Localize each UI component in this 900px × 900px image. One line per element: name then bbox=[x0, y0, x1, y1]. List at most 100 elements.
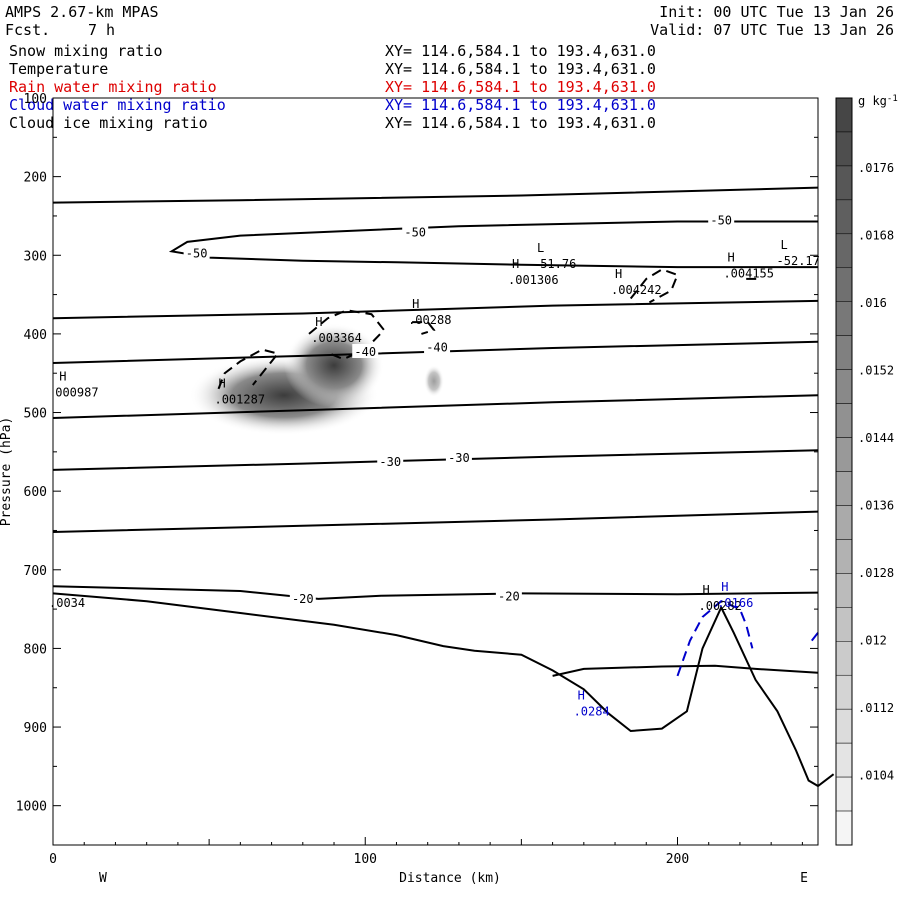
extremum-value: .001287 bbox=[214, 392, 265, 406]
field-xy-range: XY= 114.6,584.1 to 193.4,631.0 bbox=[385, 114, 656, 132]
extremum-value: .004155 bbox=[723, 267, 774, 281]
field-name: Cloud ice mixing ratio bbox=[9, 114, 208, 132]
west-label: W bbox=[99, 871, 107, 886]
extremum-mark: H bbox=[721, 580, 728, 594]
colorbar-cell bbox=[835, 505, 853, 540]
colorbar-label: .0112 bbox=[858, 701, 894, 715]
extremum-mark: H bbox=[315, 315, 322, 329]
colorbar-cell bbox=[835, 369, 853, 404]
extremum-mark: H bbox=[727, 251, 734, 265]
temperature-label-bg bbox=[183, 245, 210, 260]
y-tick-label: 900 bbox=[24, 721, 47, 736]
cloud-ice-contour bbox=[629, 268, 679, 304]
temperature-label: -40 bbox=[426, 340, 448, 354]
temperature-contour bbox=[52, 510, 819, 533]
colorbar-cell bbox=[835, 165, 853, 201]
y-axis-label: Pressure (hPa) bbox=[0, 417, 14, 527]
x-tick-label: 200 bbox=[666, 852, 689, 867]
extremum-mark: H bbox=[59, 369, 66, 383]
axes: 100 200 300 400 500 600 700 800 900 1000 0 100 200 bbox=[16, 92, 818, 867]
colorbar: g kg-1 .0176 .0168 .016 .0152 .0144 .0136 .0128… bbox=[835, 94, 898, 846]
temperature-label: -50 bbox=[710, 214, 732, 228]
cloud-water-contours bbox=[676, 600, 819, 677]
extremum-value: .00288 bbox=[408, 313, 451, 327]
y-tick-label: 800 bbox=[24, 642, 47, 657]
colorbar-label: .0136 bbox=[858, 499, 894, 513]
colorbar-frame bbox=[835, 97, 853, 846]
extremum-mark: H bbox=[578, 689, 585, 703]
extremum-value: .004242 bbox=[611, 283, 662, 297]
cloud-ice-contours bbox=[217, 268, 759, 390]
temperature-label: -20 bbox=[498, 590, 520, 604]
temperature-label-bg bbox=[445, 450, 472, 465]
cloud-water-contour bbox=[676, 600, 754, 677]
y-tick-label: 300 bbox=[24, 249, 47, 264]
extremum-value: .0166 bbox=[717, 596, 753, 610]
colorbar-cell bbox=[835, 233, 853, 269]
temperature-label-bg bbox=[352, 343, 379, 358]
temperature-label-bg bbox=[424, 339, 451, 354]
extremum-value: .001306 bbox=[508, 273, 559, 287]
forecast-value: 7 h bbox=[88, 21, 116, 39]
extremum-value: -52.17 bbox=[777, 254, 820, 268]
temperature-label: -50 bbox=[404, 225, 426, 239]
forecast-label: Fcst. bbox=[5, 21, 51, 39]
colorbar-cell bbox=[835, 335, 853, 370]
plot-frame bbox=[52, 97, 819, 846]
y-tick-label: 400 bbox=[24, 328, 47, 343]
y-tick-label: 700 bbox=[24, 564, 47, 579]
east-label: E bbox=[800, 871, 808, 886]
colorbar-label: .016 bbox=[858, 296, 887, 310]
extremum-mark: H bbox=[702, 583, 709, 597]
temperature-label: -20 bbox=[292, 592, 314, 606]
temperature-contour bbox=[552, 664, 819, 677]
temperature-label: -30 bbox=[379, 455, 401, 469]
terrain-line bbox=[52, 592, 835, 788]
extremum-value: .0034 bbox=[49, 596, 85, 610]
colorbar-cell bbox=[835, 539, 853, 574]
snow-blob bbox=[423, 365, 444, 398]
temperature-label-bg bbox=[289, 590, 316, 605]
colorbar-unit: g kg-1 bbox=[858, 94, 898, 108]
extremum-value: .00282 bbox=[698, 599, 741, 613]
cloud-ice-contour bbox=[217, 348, 280, 390]
colorbar-label: .0168 bbox=[858, 229, 894, 243]
x-tick-label: 100 bbox=[354, 852, 377, 867]
extremum-mark: L bbox=[537, 241, 544, 255]
cloud-water-contour bbox=[811, 632, 819, 642]
y-tick-label: 600 bbox=[24, 485, 47, 500]
field-name: Cloud water mixing ratio bbox=[9, 96, 226, 114]
y-tick-label: 200 bbox=[24, 171, 47, 186]
field-xy-range: XY= 114.6,584.1 to 193.4,631.0 bbox=[385, 96, 656, 114]
field-xy-range: XY= 114.6,584.1 to 193.4,631.0 bbox=[385, 60, 656, 78]
temperature-label-bg bbox=[708, 212, 735, 227]
cloud-ice-contour bbox=[412, 321, 436, 335]
colorbar-cell bbox=[835, 674, 853, 710]
field-name: Rain water mixing ratio bbox=[9, 78, 217, 96]
field-name: Snow mixing ratio bbox=[9, 42, 163, 60]
colorbar-cell bbox=[835, 607, 853, 642]
colorbar-cell bbox=[835, 810, 853, 846]
colorbar-cell bbox=[835, 403, 853, 438]
extremum-value: .0284 bbox=[574, 705, 610, 719]
temperature-contour bbox=[168, 220, 818, 269]
colorbar-cell bbox=[835, 97, 853, 133]
temperature-label: -30 bbox=[448, 451, 470, 465]
extremum-mark: H bbox=[218, 376, 225, 390]
temperature-label-bg bbox=[402, 224, 429, 239]
extremum-value: .003364 bbox=[311, 331, 362, 345]
field-xy-range: XY= 114.6,584.1 to 193.4,631.0 bbox=[385, 78, 656, 96]
extremum-value: 000987 bbox=[55, 385, 98, 399]
colorbar-cell bbox=[835, 641, 853, 676]
colorbar-label: .012 bbox=[858, 634, 887, 648]
temperature-contour bbox=[52, 394, 819, 419]
terrain-profile bbox=[52, 592, 835, 788]
colorbar-cell bbox=[835, 471, 853, 506]
temperature-contour bbox=[52, 186, 819, 204]
colorbar-cell bbox=[835, 573, 853, 608]
colorbar-cell bbox=[835, 199, 853, 235]
colorbar-cell bbox=[835, 708, 853, 744]
field-xy-range: XY= 114.6,584.1 to 193.4,631.0 bbox=[385, 42, 656, 60]
temperature-contour bbox=[52, 299, 819, 320]
temperature-contour bbox=[52, 449, 819, 471]
